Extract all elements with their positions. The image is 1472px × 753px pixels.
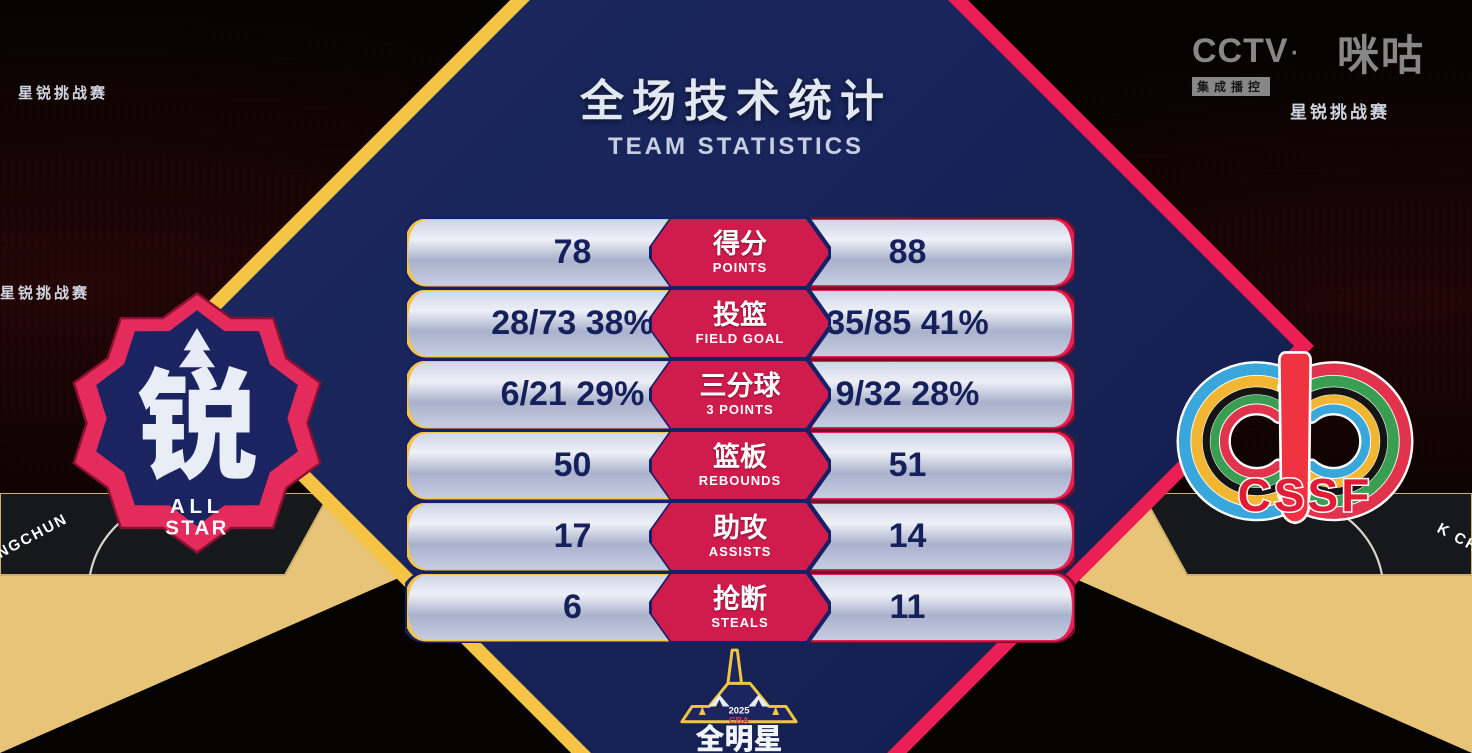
svg-text:2025: 2025 [729,705,750,715]
svg-text:ALL: ALL [170,496,224,518]
svg-text:STAR: STAR [165,518,229,540]
svg-text:全明星: 全明星 [695,716,782,753]
svg-text:锐: 锐 [137,330,257,504]
